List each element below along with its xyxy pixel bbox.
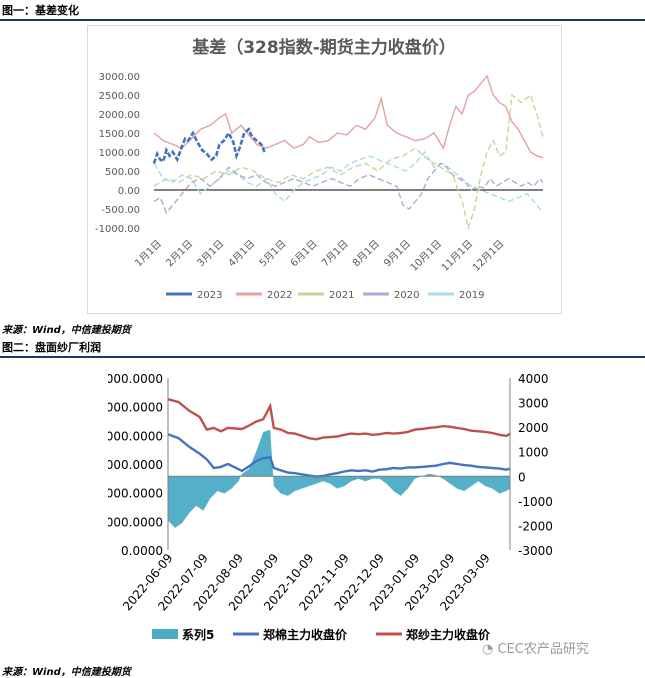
basis-chart-svg: 基差（328指数-期货主力收盘价） 3000.00 2500.00 2000.00 1… — [95, 37, 544, 301]
figure1-title: 图一：基差变化 — [2, 4, 79, 17]
x-tick-label: 7月1日 — [319, 238, 351, 270]
right-y-tick-label: 4000 — [518, 372, 549, 386]
y-tick-label: 1000.00 — [99, 148, 140, 159]
y-tick-label: -1000.00 — [95, 224, 140, 235]
left-y-tick-label: 5000.0000 — [108, 515, 163, 529]
series-line-2019 — [153, 150, 544, 214]
left-y-tick-label: 30000.0000 — [108, 372, 163, 386]
figure2-header: 图二：盘面纱厂利润 — [0, 337, 645, 358]
x-tick-label: 12月1日 — [470, 238, 506, 274]
right-y-tick-label: -1000 — [518, 495, 553, 509]
legend-label: 郑棉主力收盘价 — [263, 627, 348, 642]
legend-swatch — [152, 629, 178, 639]
spinning-profit-chart-legend: 系列5 郑棉主力收盘价 郑纱主力收盘价 — [152, 627, 491, 642]
series-line-郑棉主力收盘价 — [167, 433, 511, 478]
right-y-tick-label: -3000 — [518, 544, 553, 558]
right-y-tick-label: 3000 — [518, 397, 549, 411]
series-line-2022 — [153, 74, 544, 159]
series-line-2021 — [153, 93, 544, 231]
figure2-title: 图二：盘面纱厂利润 — [2, 341, 101, 354]
y-tick-label: 2500.00 — [99, 91, 140, 102]
x-tick-label: 4月1日 — [226, 238, 258, 270]
x-tick-label: 9月1日 — [381, 238, 413, 270]
basis-chart-legend: 2023 2022 2021 2020 2019 — [166, 290, 484, 301]
basis-chart: 基差（328指数-期货主力收盘价） 3000.00 2500.00 2000.00 1… — [87, 25, 562, 314]
spinning-profit-chart-svg: 30000.000025000.000020000.000015000.0000… — [90, 372, 553, 642]
x-tick-label: 1月1日 — [132, 238, 164, 270]
x-tick-label: 11月1日 — [439, 238, 475, 274]
left-y-tick-label: 15000.0000 — [108, 458, 163, 472]
legend-label: 2021 — [329, 290, 354, 301]
legend-label: 2019 — [459, 290, 484, 301]
y-tick-label: 1500.00 — [99, 129, 140, 140]
figure2-source: 来源：Wind，中信建投期货 — [2, 667, 131, 678]
y-tick-label: 3000.00 — [99, 72, 140, 83]
left-y-tick-label: 20000.0000 — [108, 429, 163, 443]
right-y-tick-label: 2000 — [518, 421, 549, 435]
y-tick-label: 500.00 — [105, 167, 140, 178]
x-tick-label: 5月1日 — [257, 238, 289, 270]
left-y-tick-label: 0.0000 — [121, 544, 163, 558]
wechat-icon: ◔ — [482, 642, 494, 657]
watermark: ◔ CEC农产品研究 — [482, 638, 589, 657]
y-tick-label: 2000.00 — [99, 110, 140, 121]
series-line-2023 — [152, 127, 266, 164]
x-tick-label: 10月1日 — [408, 238, 444, 274]
basis-chart-title: 基差（328指数-期货主力收盘价） — [191, 37, 456, 58]
x-tick-label: 2月1日 — [164, 238, 196, 270]
right-y-tick-label: 1000 — [518, 446, 549, 460]
right-y-tick-label: -2000 — [518, 519, 553, 533]
legend-label: 郑纱主力收盘价 — [406, 627, 491, 642]
y-tick-label: -500.00 — [101, 205, 140, 216]
right-y-tick-label: 0 — [518, 470, 526, 484]
legend-label: 2022 — [267, 290, 292, 301]
spinning-profit-chart: 30000.000025000.000020000.000015000.0000… — [90, 361, 553, 657]
figure1-header: 图一：基差变化 — [0, 0, 645, 21]
y-tick-label: 0.00 — [118, 186, 140, 197]
x-tick-label: 3月1日 — [195, 238, 227, 270]
legend-label: 2020 — [394, 290, 419, 301]
legend-label: 2023 — [197, 290, 222, 301]
legend-label: 系列5 — [182, 627, 214, 642]
watermark-text: CEC农产品研究 — [497, 642, 589, 657]
series-area-系列5 — [168, 429, 510, 528]
left-y-tick-label: 25000.0000 — [108, 401, 163, 415]
x-tick-label: 8月1日 — [350, 238, 382, 270]
series-line-郑纱主力收盘价 — [167, 398, 511, 441]
figure1-source: 来源：Wind，中信建投期货 — [2, 325, 131, 336]
x-tick-label: 6月1日 — [288, 238, 320, 270]
